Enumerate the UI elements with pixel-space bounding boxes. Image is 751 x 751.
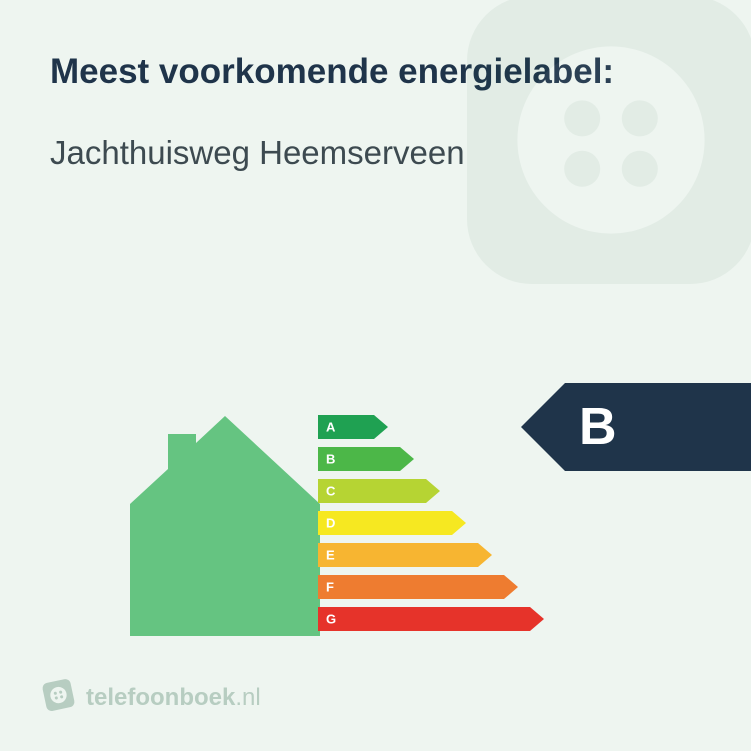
result-arrow-icon — [521, 383, 565, 471]
house-icon — [130, 416, 320, 641]
energy-bar-label: E — [326, 548, 335, 563]
phonebook-icon — [38, 675, 79, 720]
energy-label-card: Meest voorkomende energielabel: Jachthui… — [0, 0, 751, 751]
energy-bar-label: A — [326, 420, 335, 435]
footer-brand: telefoonboek.nl — [42, 678, 261, 717]
energy-bar-label: D — [326, 516, 335, 531]
energy-bar-label: F — [326, 580, 334, 595]
energy-bars: A B C D E F G — [318, 415, 544, 631]
footer-text: telefoonboek.nl — [86, 684, 261, 712]
energy-bar-b: B — [318, 447, 544, 471]
energy-bar-c: C — [318, 479, 544, 503]
brand-tld: .nl — [235, 684, 260, 711]
energy-bar-e: E — [318, 543, 544, 567]
watermark-icon — [431, 0, 751, 325]
energy-bar-label: C — [326, 484, 335, 499]
brand-name: telefoonboek — [86, 684, 235, 711]
energy-bar-label: B — [326, 452, 335, 467]
energy-bar-d: D — [318, 511, 544, 535]
energy-graphic: A B C D E F G B — [0, 371, 751, 651]
energy-bar-a: A — [318, 415, 544, 439]
result-badge: B — [521, 383, 751, 471]
energy-bar-f: F — [318, 575, 544, 599]
energy-bar-label: G — [326, 612, 336, 627]
energy-bar-g: G — [318, 607, 544, 631]
result-value: B — [565, 383, 751, 471]
